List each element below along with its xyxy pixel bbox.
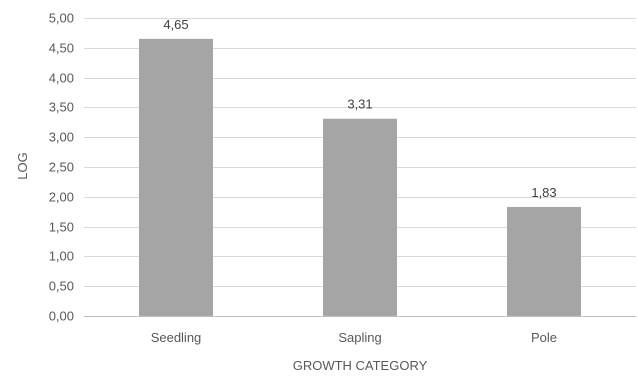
data-label-sapling: 3,31 [347, 97, 372, 112]
data-label-pole: 1,83 [531, 185, 556, 200]
y-axis-title: LOG [15, 152, 30, 179]
y-tick-label: 2,50 [49, 160, 74, 175]
y-tick-label: 2,00 [49, 190, 74, 205]
x-axis-title: GROWTH CATEGORY [293, 358, 428, 373]
y-tick-label: 5,00 [49, 11, 74, 26]
y-tick-label: 4,00 [49, 71, 74, 86]
y-tick-label: 0,00 [49, 309, 74, 324]
bars [139, 38, 581, 317]
y-tick-label: 1,50 [49, 220, 74, 235]
bar-pole [507, 206, 581, 316]
y-tick-label: 1,00 [49, 249, 74, 264]
data-label-seedling: 4,65 [163, 17, 188, 32]
y-tick-label: 3,50 [49, 100, 74, 115]
x-tick-label-seedling: Seedling [151, 330, 202, 345]
y-tick-label: 3,00 [49, 130, 74, 145]
y-tick-label: 4,50 [49, 41, 74, 56]
bar-seedling [139, 38, 213, 317]
labels: 0,00 0,50 1,00 1,50 2,00 2,50 3,00 3,50 4,00 4,50… [49, 11, 557, 346]
x-tick-label-pole: Pole [531, 330, 557, 345]
bar-sapling [323, 118, 397, 316]
y-tick-label: 0,50 [49, 279, 74, 294]
x-tick-label-sapling: Sapling [338, 330, 381, 345]
